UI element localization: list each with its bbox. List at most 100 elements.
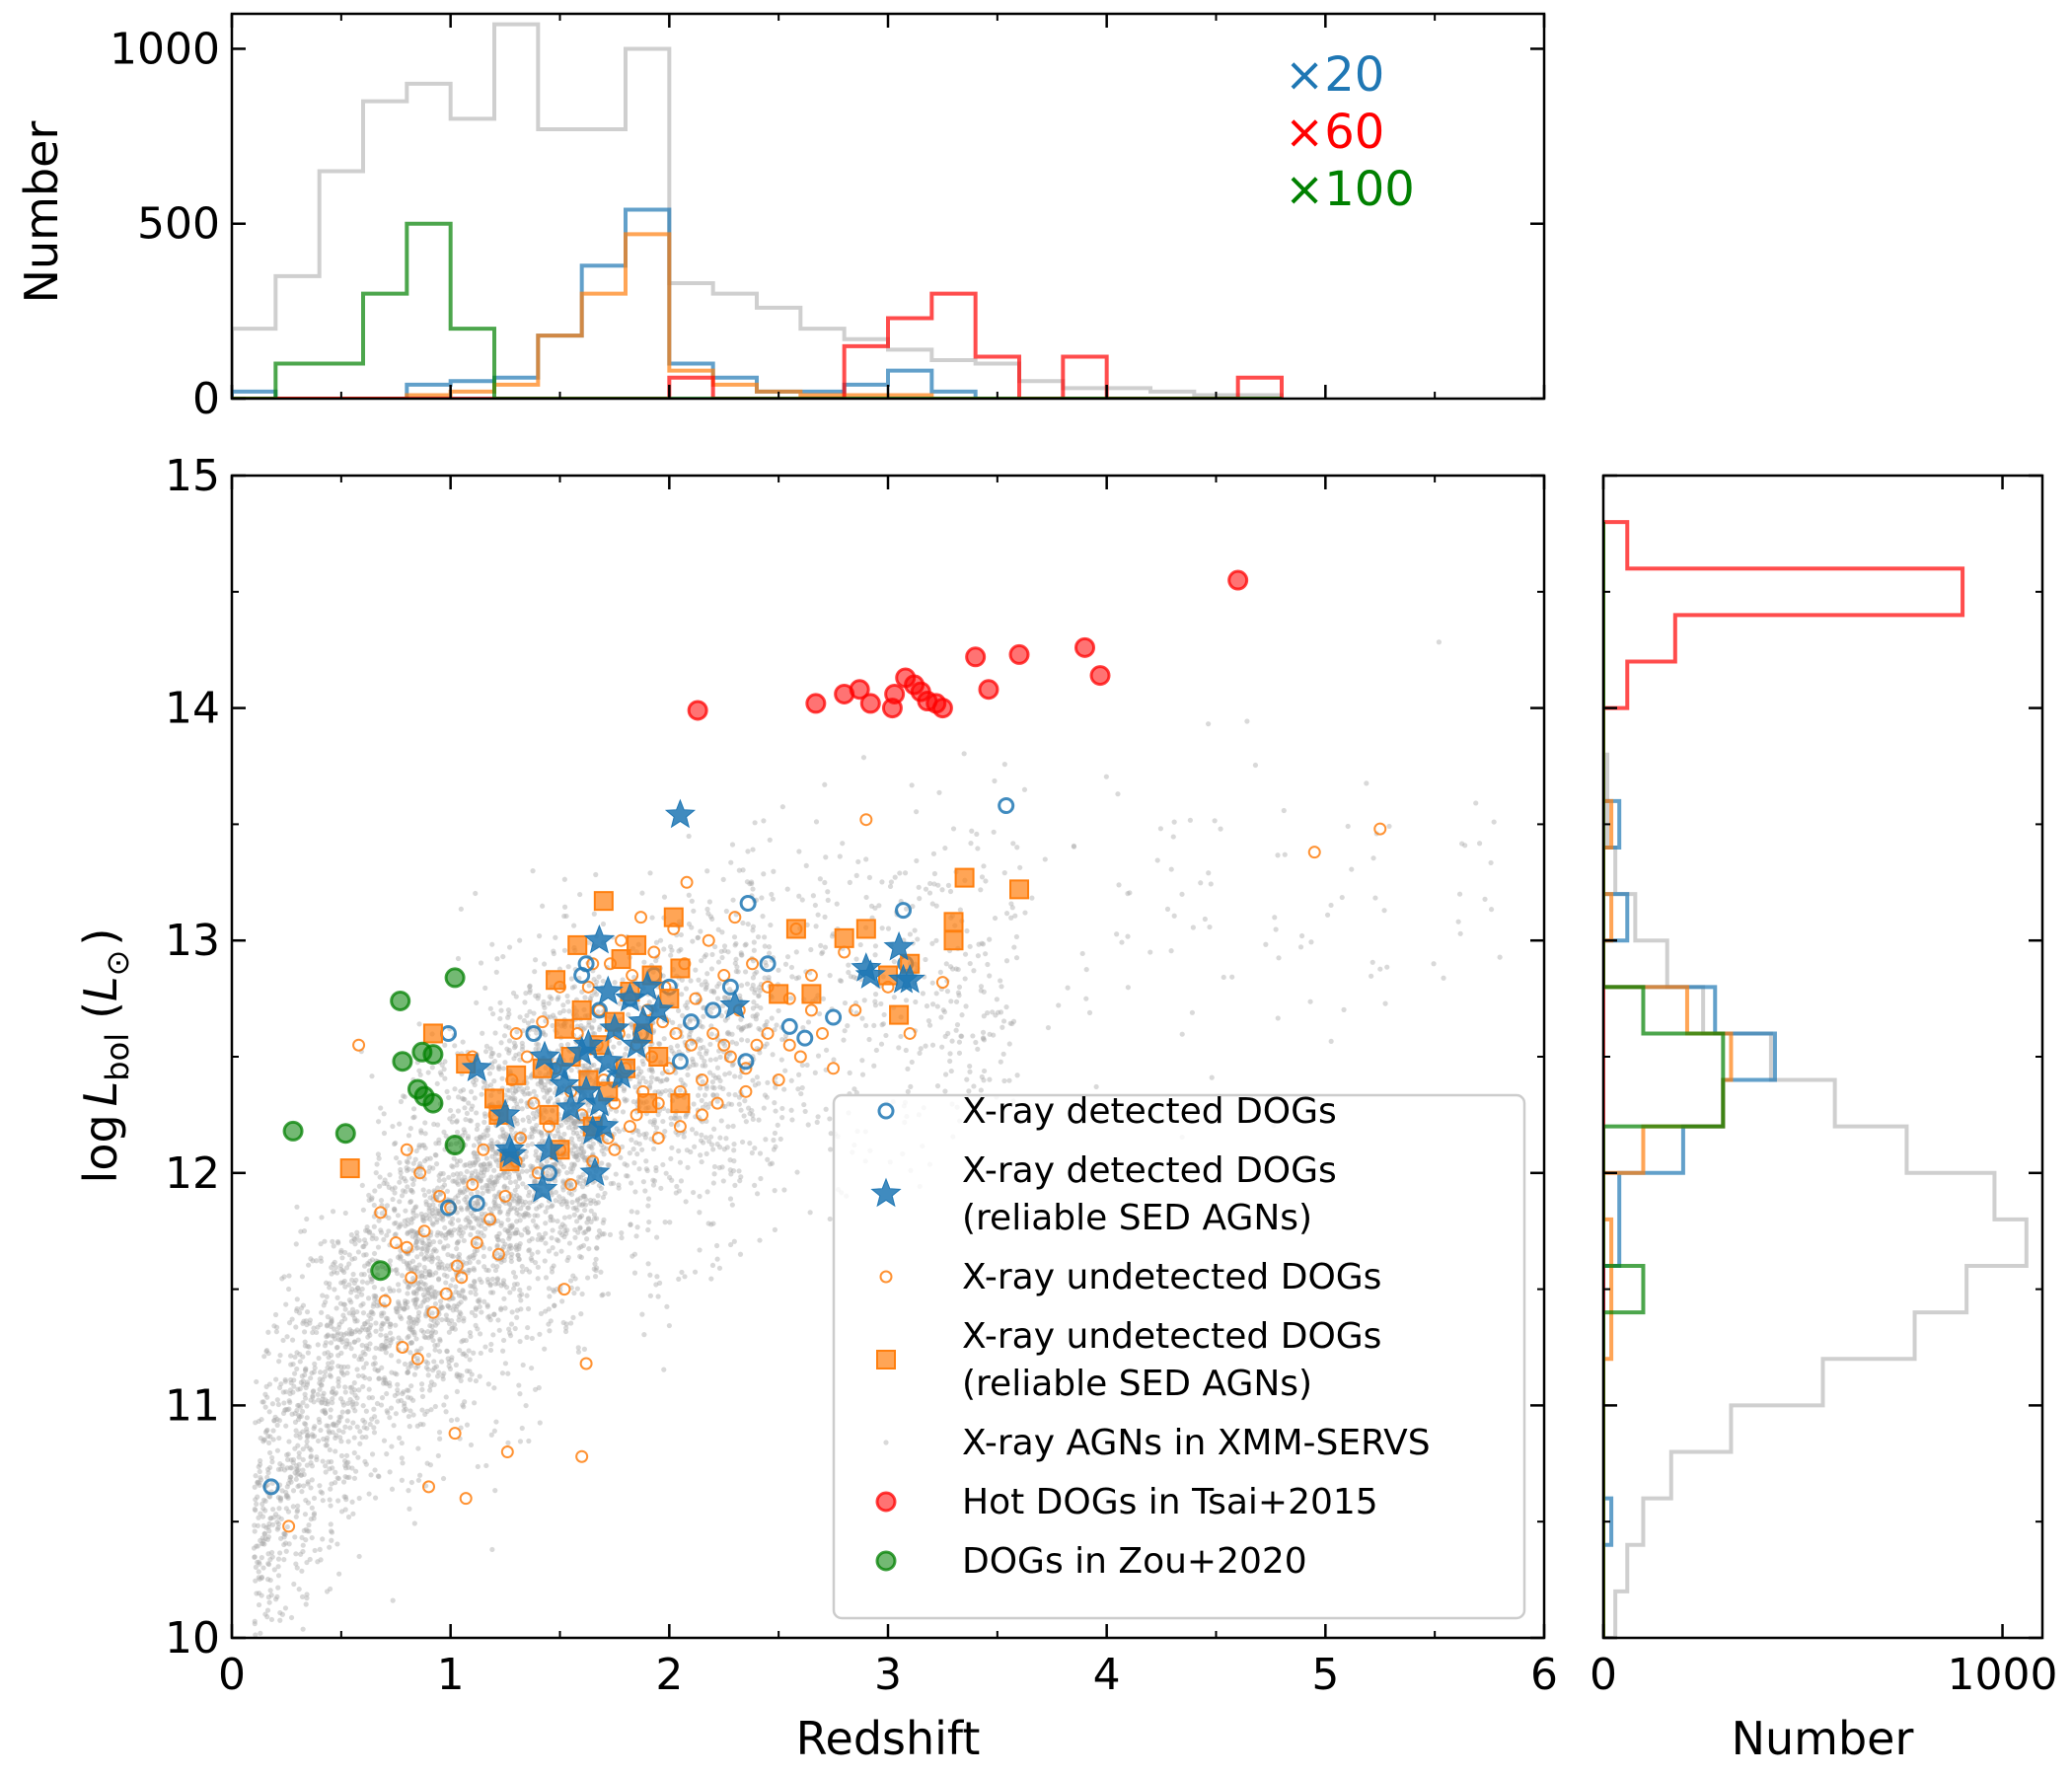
xmm-agn-point — [568, 1067, 574, 1073]
xmm-agn-point — [390, 1123, 396, 1130]
xmm-agn-point — [333, 1448, 338, 1454]
xmm-agn-point — [325, 1398, 331, 1405]
xmm-agn-point — [562, 1227, 568, 1234]
xmm-agn-point — [426, 1238, 432, 1244]
legend-label: (reliable SED AGNs) — [962, 1198, 1312, 1238]
xmm-agn-point — [397, 1313, 404, 1320]
xmm-agn-point — [294, 1204, 300, 1210]
xmm-agn-point — [347, 1326, 353, 1333]
xmm-agn-point — [447, 1220, 454, 1225]
xmm-agn-point — [517, 1014, 523, 1020]
xmm-agn-point — [447, 1229, 453, 1235]
xmm-agn-point — [485, 1267, 491, 1274]
xmm-agn-point — [650, 1146, 657, 1152]
xmm-agn-point — [351, 1379, 357, 1386]
xmm-agn-point — [978, 984, 985, 990]
xmm-agn-point — [317, 1386, 323, 1392]
xmm-agn-point — [341, 1458, 348, 1464]
xmm-agn-point — [496, 1066, 502, 1073]
xmm-agn-point — [321, 1302, 327, 1308]
xmm-agn-point — [367, 1341, 373, 1347]
xmm-agn-point — [887, 883, 894, 890]
xmm-agn-point — [693, 967, 699, 973]
xmm-agn-point — [299, 1489, 305, 1495]
xmm-agn-point — [501, 1184, 507, 1190]
xmm-agn-point — [260, 1565, 266, 1571]
xmm-agn-point — [507, 1179, 514, 1185]
xmm-agn-point — [495, 1317, 501, 1323]
xmm-agn-point — [310, 1434, 316, 1440]
xmm-agn-point — [506, 1171, 512, 1177]
xmm-agn-point — [528, 1163, 534, 1169]
xmm-agn-point — [277, 1495, 284, 1501]
xmm-agn-point — [507, 1222, 513, 1229]
xmm-agn-point — [529, 1365, 535, 1371]
xmm-agn-point — [272, 1414, 278, 1420]
xmm-agn-point — [327, 1281, 333, 1287]
xmm-agn-point — [402, 1218, 407, 1224]
xmm-agn-point — [653, 1125, 660, 1131]
xmm-agn-point — [820, 996, 827, 1001]
xmm-agn-point — [435, 1452, 441, 1459]
xmm-agn-point — [266, 1449, 273, 1456]
xmm-agn-point — [499, 1127, 505, 1133]
right-hist-x-ray-undetected-dogs — [1603, 522, 1734, 1638]
xmm-agn-point — [650, 1182, 657, 1188]
xmm-agn-point — [305, 1343, 311, 1350]
xmm-agn-point — [450, 1113, 456, 1119]
xmm-agn-point — [300, 1626, 306, 1632]
xmm-agn-point — [321, 1436, 327, 1443]
xmm-agn-point — [505, 1007, 512, 1013]
xmm-agn-point — [392, 1370, 398, 1376]
xmm-agn-point — [931, 881, 937, 887]
xmm-agn-point — [502, 1136, 508, 1142]
xmm-agn-point — [454, 1240, 460, 1246]
xmm-agn-point — [432, 1300, 439, 1307]
xmm-agn-point — [560, 1178, 566, 1184]
xmm-agn-point — [360, 1243, 366, 1250]
xmm-agn-point — [476, 1259, 481, 1265]
xmm-agn-point — [556, 1194, 562, 1200]
xmm-agn-point — [520, 1362, 526, 1369]
xmm-agn-point — [990, 1009, 996, 1015]
xmm-agn-point — [372, 1414, 378, 1420]
xmm-agn-point — [468, 1333, 474, 1340]
xmm-agn-point — [823, 1106, 829, 1112]
xmm-agn-point — [568, 1114, 574, 1121]
xmm-agn-point — [287, 1477, 293, 1483]
xmm-agn-point — [315, 1559, 321, 1565]
xmm-agn-point — [638, 1069, 644, 1074]
xmm-agn-point — [422, 1282, 428, 1288]
xmm-agn-point — [435, 1208, 441, 1214]
xmm-agn-point — [437, 1336, 443, 1343]
xmm-agn-point — [1341, 1006, 1347, 1012]
xmm-agn-point — [757, 1050, 763, 1056]
xmm-agn-point — [341, 1494, 347, 1500]
xmm-agn-point — [299, 1568, 305, 1574]
xmm-agn-point — [695, 934, 701, 941]
xmm-agn-point — [548, 1214, 554, 1220]
xmm-agn-point — [649, 1069, 655, 1074]
xmm-agn-point — [771, 1147, 777, 1152]
xmm-agn-point — [709, 1084, 715, 1090]
xmm-agn-point — [1003, 958, 1010, 964]
xmm-agn-point — [569, 985, 576, 991]
xmm-agn-point — [304, 1403, 310, 1409]
top-hist-hot-dogs — [232, 291, 1284, 399]
xmm-agn-point — [396, 1298, 402, 1305]
xmm-agn-point — [371, 1285, 378, 1291]
xmm-agn-point — [412, 1235, 418, 1241]
xmm-agn-point — [459, 1339, 465, 1345]
xmm-agn-point — [262, 1611, 268, 1617]
xmm-agn-point — [549, 1192, 555, 1198]
xmm-agn-point — [450, 1295, 456, 1301]
xmm-agn-point — [530, 868, 536, 874]
xmm-agn-point — [378, 1105, 384, 1111]
xmm-agn-point — [338, 1452, 345, 1459]
xmm-agn-point — [556, 1009, 563, 1016]
xmm-agn-point — [750, 1005, 757, 1011]
xmm-agn-point — [433, 1364, 439, 1369]
xmm-agn-point — [458, 1311, 464, 1317]
xmm-agn-point — [282, 1376, 288, 1383]
x-tick-label: 0 — [1590, 1650, 1617, 1700]
